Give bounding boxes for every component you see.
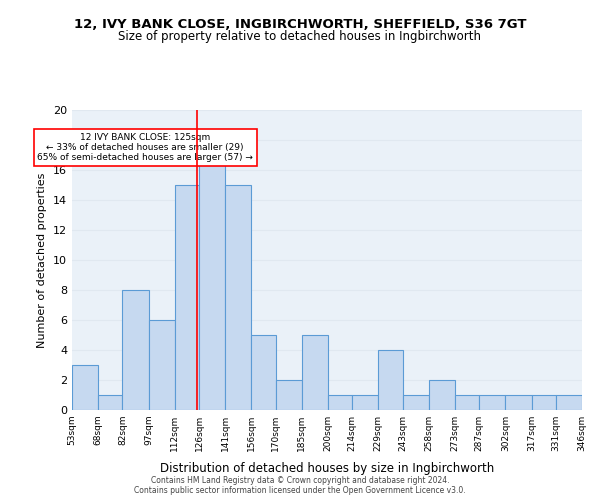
Bar	[532, 395, 556, 410]
Text: Size of property relative to detached houses in Ingbirchworth: Size of property relative to detached ho…	[119, 30, 482, 43]
Bar	[302, 335, 328, 410]
Bar	[403, 395, 429, 410]
Text: 12, IVY BANK CLOSE, INGBIRCHWORTH, SHEFFIELD, S36 7GT: 12, IVY BANK CLOSE, INGBIRCHWORTH, SHEFF…	[74, 18, 526, 30]
Bar	[251, 335, 275, 410]
Bar	[455, 395, 479, 410]
Bar	[479, 395, 505, 410]
Bar	[199, 155, 225, 410]
Bar	[328, 395, 352, 410]
Y-axis label: Number of detached properties: Number of detached properties	[37, 172, 47, 348]
Bar	[225, 185, 251, 410]
X-axis label: Distribution of detached houses by size in Ingbirchworth: Distribution of detached houses by size …	[160, 462, 494, 475]
Bar	[556, 395, 582, 410]
Bar	[175, 185, 199, 410]
Bar	[379, 350, 403, 410]
Bar	[352, 395, 379, 410]
Bar	[275, 380, 302, 410]
Bar	[149, 320, 175, 410]
Bar	[72, 365, 98, 410]
Bar	[122, 290, 149, 410]
Bar	[505, 395, 532, 410]
Bar	[429, 380, 455, 410]
Bar	[98, 395, 122, 410]
Text: Contains HM Land Registry data © Crown copyright and database right 2024.
Contai: Contains HM Land Registry data © Crown c…	[134, 476, 466, 495]
Text: 12 IVY BANK CLOSE: 125sqm
← 33% of detached houses are smaller (29)
65% of semi-: 12 IVY BANK CLOSE: 125sqm ← 33% of detac…	[37, 132, 253, 162]
